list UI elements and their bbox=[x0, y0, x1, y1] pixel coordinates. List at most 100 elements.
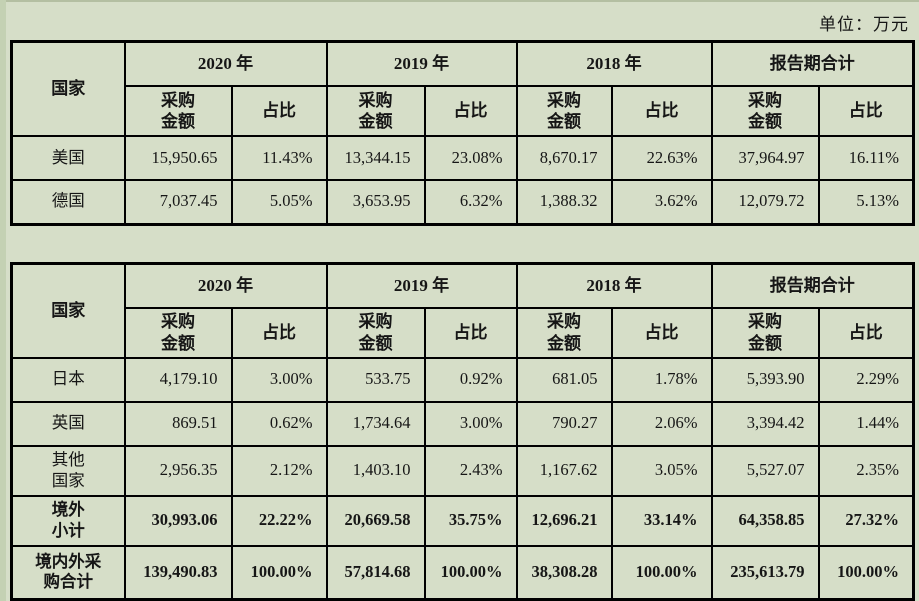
country-cell: 德国 bbox=[10, 179, 126, 225]
amount-cell: 1,403.10 bbox=[325, 444, 426, 497]
header-row-years: 国家 2020 年 2019 年 2018 年 报告期合计 bbox=[10, 262, 915, 359]
header-country: 国家 bbox=[10, 40, 126, 137]
amount-cell: 5,393.90 bbox=[710, 356, 820, 403]
header-report-total: 报告期合计 bbox=[710, 262, 915, 309]
header-amount: 采购 金额 bbox=[123, 306, 233, 359]
table-row-other-countries: 其他 国家 2,956.35 2.12% 1,403.10 2.43% 1,16… bbox=[10, 444, 915, 497]
amount-cell: 1,734.64 bbox=[325, 400, 426, 447]
ratio-cell: 22.63% bbox=[610, 135, 713, 181]
header-ratio: 占比 bbox=[817, 85, 915, 137]
ratio-cell: 0.92% bbox=[423, 356, 518, 403]
amount-cell: 681.05 bbox=[515, 356, 613, 403]
country-cell: 境外 小计 bbox=[10, 494, 126, 547]
header-ratio: 占比 bbox=[230, 306, 328, 359]
header-amount: 采购 金额 bbox=[123, 85, 233, 137]
amount-cell: 4,179.10 bbox=[123, 356, 233, 403]
ratio-cell: 16.11% bbox=[817, 135, 915, 181]
amount-cell: 235,613.79 bbox=[710, 544, 820, 601]
header-ratio: 占比 bbox=[610, 85, 713, 137]
ratio-cell: 33.14% bbox=[610, 494, 713, 547]
unit-label: 单位：万元 bbox=[819, 15, 909, 34]
country-cell: 英国 bbox=[10, 400, 126, 447]
amount-cell: 12,696.21 bbox=[515, 494, 613, 547]
table-row-germany: 德国 7,037.45 5.05% 3,653.95 6.32% 1,388.3… bbox=[10, 179, 915, 225]
ratio-cell: 0.62% bbox=[230, 400, 328, 447]
ratio-cell: 100.00% bbox=[610, 544, 713, 601]
country-cell: 境内外采 购合计 bbox=[10, 544, 126, 601]
ratio-cell: 27.32% bbox=[817, 494, 915, 547]
header-row-years: 国家 2020 年 2019 年 2018 年 报告期合计 bbox=[10, 40, 915, 137]
amount-cell: 8,670.17 bbox=[515, 135, 613, 181]
header-country: 国家 bbox=[10, 262, 126, 359]
header-amount: 采购 金额 bbox=[710, 85, 820, 137]
header-year-2018: 2018 年 bbox=[515, 262, 713, 309]
amount-cell: 790.27 bbox=[515, 400, 613, 447]
ratio-cell: 22.22% bbox=[230, 494, 328, 547]
country-cell: 日本 bbox=[10, 356, 126, 403]
page-edge-top bbox=[0, 0, 919, 2]
amount-cell: 37,964.97 bbox=[710, 135, 820, 181]
ratio-cell: 2.29% bbox=[817, 356, 915, 403]
amount-cell: 139,490.83 bbox=[123, 544, 233, 601]
header-row-metrics: 采购 金额 占比 采购 金额 占比 采购 金额 占比 采购 金额 占比 bbox=[12, 85, 915, 137]
ratio-cell: 100.00% bbox=[423, 544, 518, 601]
ratio-cell: 1.44% bbox=[817, 400, 915, 447]
header-ratio: 占比 bbox=[423, 306, 518, 359]
amount-cell: 3,653.95 bbox=[325, 179, 426, 225]
ratio-cell: 3.62% bbox=[610, 179, 713, 225]
table-row-grand-total: 境内外采 购合计 139,490.83 100.00% 57,814.68 10… bbox=[10, 544, 915, 601]
header-year-2020: 2020 年 bbox=[123, 40, 328, 87]
amount-cell: 1,388.32 bbox=[515, 179, 613, 225]
country-cell: 美国 bbox=[10, 135, 126, 181]
header-year-2020: 2020 年 bbox=[123, 262, 328, 309]
header-ratio: 占比 bbox=[610, 306, 713, 359]
amount-cell: 869.51 bbox=[123, 400, 233, 447]
ratio-cell: 2.35% bbox=[817, 444, 915, 497]
amount-cell: 13,344.15 bbox=[325, 135, 426, 181]
ratio-cell: 2.43% bbox=[423, 444, 518, 497]
amount-cell: 3,394.42 bbox=[710, 400, 820, 447]
page-edge-left bbox=[0, 0, 6, 601]
header-amount: 采购 金额 bbox=[325, 85, 426, 137]
ratio-cell: 11.43% bbox=[230, 135, 328, 181]
table-row-japan: 日本 4,179.10 3.00% 533.75 0.92% 681.05 1.… bbox=[10, 356, 915, 403]
header-year-2019: 2019 年 bbox=[325, 40, 518, 87]
ratio-cell: 23.08% bbox=[423, 135, 518, 181]
header-ratio: 占比 bbox=[423, 85, 518, 137]
country-cell: 其他 国家 bbox=[10, 444, 126, 497]
table-row-uk: 英国 869.51 0.62% 1,734.64 3.00% 790.27 2.… bbox=[10, 400, 915, 447]
table-row-overseas-subtotal: 境外 小计 30,993.06 22.22% 20,669.58 35.75% … bbox=[10, 494, 915, 547]
amount-cell: 38,308.28 bbox=[515, 544, 613, 601]
header-amount: 采购 金额 bbox=[325, 306, 426, 359]
amount-cell: 57,814.68 bbox=[325, 544, 426, 601]
ratio-cell: 5.05% bbox=[230, 179, 328, 225]
amount-cell: 533.75 bbox=[325, 356, 426, 403]
ratio-cell: 3.00% bbox=[423, 400, 518, 447]
header-amount: 采购 金额 bbox=[515, 306, 613, 359]
header-amount: 采购 金额 bbox=[710, 306, 820, 359]
ratio-cell: 100.00% bbox=[230, 544, 328, 601]
amount-cell: 1,167.62 bbox=[515, 444, 613, 497]
procurement-table-other-countries-totals: 国家 2020 年 2019 年 2018 年 报告期合计 采购 金额 占比 采… bbox=[10, 261, 915, 601]
ratio-cell: 2.06% bbox=[610, 400, 713, 447]
ratio-cell: 5.13% bbox=[817, 179, 915, 225]
header-report-total: 报告期合计 bbox=[710, 40, 915, 87]
ratio-cell: 1.78% bbox=[610, 356, 713, 403]
ratio-cell: 3.00% bbox=[230, 356, 328, 403]
header-ratio: 占比 bbox=[230, 85, 328, 137]
amount-cell: 12,079.72 bbox=[710, 179, 820, 225]
header-ratio: 占比 bbox=[817, 306, 915, 359]
ratio-cell: 35.75% bbox=[423, 494, 518, 547]
table-row-usa: 美国 15,950.65 11.43% 13,344.15 23.08% 8,6… bbox=[10, 135, 915, 181]
ratio-cell: 6.32% bbox=[423, 179, 518, 225]
amount-cell: 2,956.35 bbox=[123, 444, 233, 497]
amount-cell: 15,950.65 bbox=[123, 135, 233, 181]
ratio-cell: 3.05% bbox=[610, 444, 713, 497]
header-year-2018: 2018 年 bbox=[515, 40, 713, 87]
header-amount: 采购 金额 bbox=[515, 85, 613, 137]
amount-cell: 64,358.85 bbox=[710, 494, 820, 547]
amount-cell: 20,669.58 bbox=[325, 494, 426, 547]
procurement-table-major-countries: 国家 2020 年 2019 年 2018 年 报告期合计 采购 金额 占比 采… bbox=[10, 40, 915, 226]
header-year-2019: 2019 年 bbox=[325, 262, 518, 309]
amount-cell: 30,993.06 bbox=[123, 494, 233, 547]
